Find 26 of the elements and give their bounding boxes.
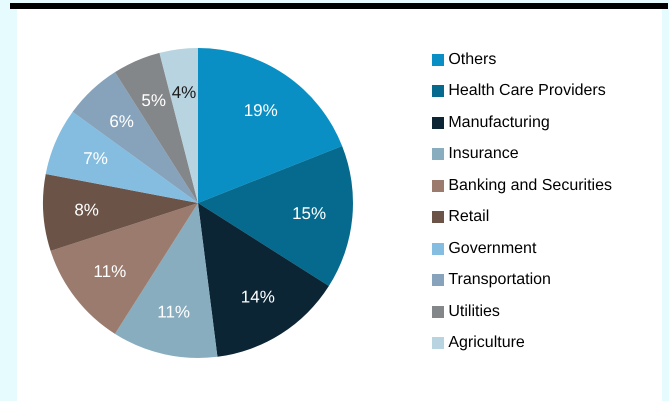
legend-label: Health Care Providers xyxy=(448,82,606,100)
pie-slice xyxy=(198,203,329,357)
legend-label: Utilities xyxy=(448,302,500,321)
pie-slice xyxy=(198,48,342,203)
data-label: 5% xyxy=(141,91,166,110)
legend-label: Agriculture xyxy=(448,334,525,352)
data-label: 8% xyxy=(74,200,99,220)
pie-slice xyxy=(46,112,198,203)
legend-label: Retail xyxy=(448,208,490,226)
legend-label: Others xyxy=(448,50,496,69)
data-label: 7% xyxy=(83,149,108,168)
legend-label: Banking and Securities xyxy=(448,176,612,195)
legend-label: Insurance xyxy=(448,145,519,164)
data-label: 15% xyxy=(292,204,326,223)
data-label: 14% xyxy=(240,288,275,307)
legend-label: Transportation xyxy=(448,271,551,290)
data-label: 6% xyxy=(109,112,134,132)
pie-slice xyxy=(43,174,198,251)
legend-label: Government xyxy=(448,240,536,258)
pie-slice xyxy=(198,146,353,286)
pie-slice xyxy=(50,203,198,334)
data-label: 19% xyxy=(244,101,278,120)
data-label: 11% xyxy=(93,262,126,281)
legend-label: Manufacturing xyxy=(448,114,550,132)
data-label: 4% xyxy=(172,82,196,102)
data-label: 11% xyxy=(157,302,190,322)
